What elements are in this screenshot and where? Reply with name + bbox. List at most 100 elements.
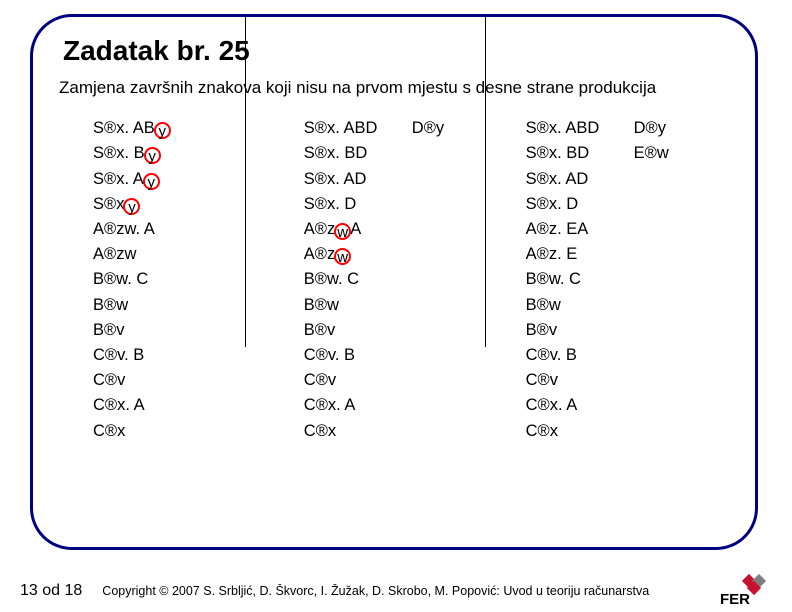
arrow-icon: ®	[105, 396, 117, 414]
production-text: D	[634, 119, 646, 137]
production-row: C®x. A	[304, 393, 526, 418]
production-text: x. A	[116, 170, 144, 188]
production-text: A	[350, 220, 361, 238]
extra-rules: D®yE®w	[634, 116, 669, 166]
production-row: C®v	[93, 368, 304, 393]
production-text: S	[304, 119, 315, 137]
production-row: S®x. BD	[526, 141, 729, 166]
arrow-icon: ®	[538, 396, 550, 414]
svg-text:FER: FER	[720, 591, 750, 608]
page-number: 13 od 18	[20, 582, 82, 600]
production-row: C®x. A	[93, 393, 304, 418]
production-text: v	[116, 321, 124, 339]
production-row: S®x. AD	[304, 167, 526, 192]
production-text: C	[304, 422, 316, 440]
arrow-icon: ®	[645, 144, 657, 162]
circled-terminal: w	[334, 248, 351, 265]
arrow-icon: ®	[104, 270, 116, 288]
production-text: S	[526, 195, 537, 213]
production-row: B®v	[526, 318, 729, 343]
production-row: S®x. ABy	[93, 116, 304, 141]
arrow-icon: ®	[315, 195, 327, 213]
footer: 13 od 18 Copyright © 2007 S. Srbljić, D.…	[0, 570, 792, 612]
arrow-icon: ®	[104, 170, 116, 188]
extra-rules: D®y	[412, 116, 444, 141]
production-text: C	[526, 396, 538, 414]
production-row: C®v. B	[526, 343, 729, 368]
production-text: S	[93, 119, 104, 137]
production-text: w	[549, 296, 561, 314]
arrow-icon: ®	[316, 346, 328, 364]
production-list: S®x. AByS®x. ByS®x. AyS®xyA®zw. AA®zwB®w…	[93, 116, 304, 443]
production-text: x. A	[328, 396, 356, 414]
arrow-icon: ®	[105, 346, 117, 364]
production-row: B®w. C	[93, 267, 304, 292]
production-text: x	[550, 422, 558, 440]
production-row: B®v	[93, 318, 304, 343]
production-text: y	[436, 119, 444, 137]
production-text: w	[327, 296, 339, 314]
arrow-icon: ®	[537, 245, 549, 263]
production-text: x	[328, 422, 336, 440]
production-column: S®x. AByS®x. ByS®x. AyS®xyA®zw. AA®zwB®w…	[93, 116, 304, 443]
production-text: B	[304, 296, 315, 314]
circled-terminal: y	[143, 173, 160, 190]
production-row: A®zw	[93, 242, 304, 267]
production-row: S®x. D	[526, 192, 729, 217]
arrow-icon: ®	[104, 195, 116, 213]
circled-terminal: w	[334, 223, 351, 240]
fer-logo-icon: FER	[720, 574, 772, 608]
production-text: w	[116, 296, 128, 314]
production-row: D®y	[634, 116, 669, 141]
production-row: A®z. E	[526, 242, 729, 267]
arrow-icon: ®	[315, 144, 327, 162]
production-text: y	[658, 119, 666, 137]
production-text: C	[93, 346, 105, 364]
production-row: B®w	[93, 293, 304, 318]
production-row: S®x. BD	[304, 141, 526, 166]
production-text: v	[549, 321, 557, 339]
arrow-icon: ®	[105, 371, 117, 389]
copyright-text: Copyright © 2007 S. Srbljić, D. Škvorc, …	[102, 584, 720, 598]
arrow-icon: ®	[104, 245, 116, 263]
production-text: v	[550, 371, 558, 389]
circled-terminal: y	[154, 122, 171, 139]
production-text: x. ABD	[549, 119, 599, 137]
production-row: B®w. C	[304, 267, 526, 292]
production-text: C	[93, 371, 105, 389]
production-text: v	[327, 321, 335, 339]
production-text: w. C	[116, 270, 148, 288]
production-text: x. AD	[327, 170, 366, 188]
production-text: x	[117, 422, 125, 440]
production-text: B	[304, 321, 315, 339]
production-text: x. AB	[116, 119, 155, 137]
production-text: C	[304, 371, 316, 389]
production-row: C®v. B	[304, 343, 526, 368]
production-column: S®x. ABDS®x. BDS®x. ADS®x. DA®z. EAA®z. …	[526, 116, 729, 443]
production-text: S	[526, 144, 537, 162]
columns-wrap: S®x. AByS®x. ByS®x. AyS®xyA®zw. AA®zwB®w…	[93, 116, 729, 443]
production-text: C	[304, 396, 316, 414]
arrow-icon: ®	[646, 119, 658, 137]
production-row: A®zwA	[304, 217, 526, 242]
production-text: B	[304, 270, 315, 288]
production-text: C	[93, 396, 105, 414]
slide-frame: Zadatak br. 25 Zamjena završnih znakova …	[30, 14, 758, 550]
production-row: S®x. ABD	[526, 116, 729, 141]
arrow-icon: ®	[537, 321, 549, 339]
production-row: S®x. D	[304, 192, 526, 217]
production-text: v	[117, 371, 125, 389]
production-text: x. B	[116, 144, 144, 162]
arrow-icon: ®	[537, 195, 549, 213]
production-text: S	[93, 195, 104, 213]
production-text: A	[304, 245, 315, 263]
arrow-icon: ®	[104, 119, 116, 137]
production-row: C®v. B	[93, 343, 304, 368]
arrow-icon: ®	[315, 270, 327, 288]
production-text: E	[634, 144, 645, 162]
arrow-icon: ®	[316, 422, 328, 440]
slide-title: Zadatak br. 25	[63, 35, 729, 67]
production-text: C	[526, 422, 538, 440]
production-text: v. B	[550, 346, 577, 364]
page-sep: od	[42, 582, 60, 599]
